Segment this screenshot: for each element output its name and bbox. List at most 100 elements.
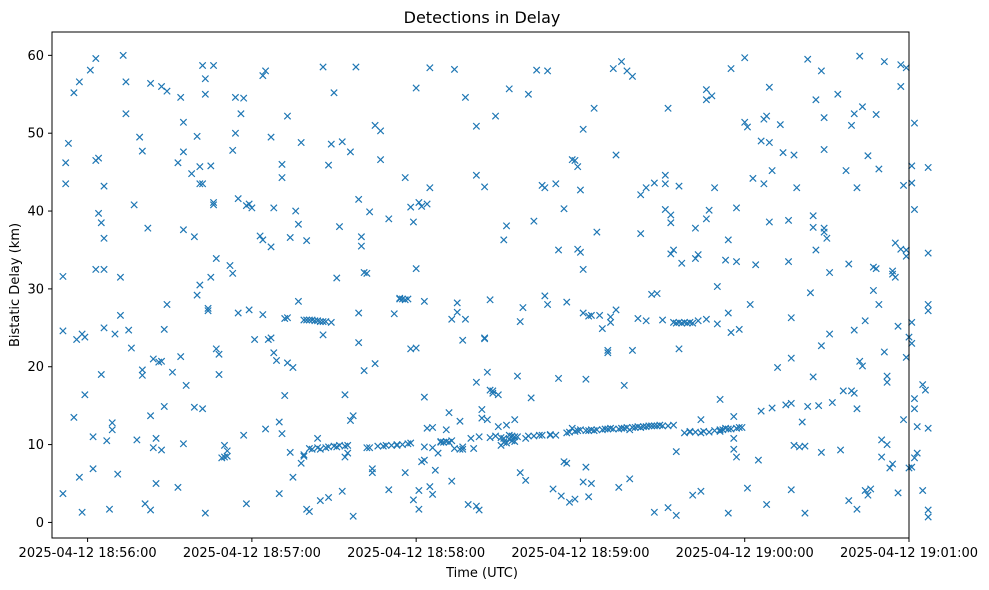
- detection-point: [513, 372, 522, 380]
- detection-point: [853, 184, 861, 192]
- detection-point: [319, 317, 327, 326]
- detection-point: [716, 426, 724, 434]
- detection-point: [768, 404, 776, 412]
- detection-point: [864, 152, 872, 160]
- detection-point: [448, 477, 456, 485]
- detection-point: [516, 317, 524, 326]
- detection-point: [730, 445, 738, 453]
- detection-point: [212, 345, 220, 353]
- detection-point: [658, 316, 667, 324]
- detection-point: [461, 315, 470, 323]
- detection-point: [910, 454, 919, 462]
- detection-point: [549, 485, 557, 493]
- detection-point: [853, 505, 861, 513]
- detection-point: [552, 431, 560, 439]
- detection-point: [634, 314, 642, 323]
- detection-point: [913, 449, 921, 457]
- detection-point: [327, 318, 335, 326]
- detection-point: [675, 345, 683, 353]
- detection-point: [784, 258, 793, 266]
- detection-point: [275, 418, 283, 426]
- detection-point: [231, 129, 240, 137]
- detection-point: [160, 325, 168, 333]
- detection-point: [100, 324, 108, 332]
- detection-point: [303, 316, 311, 324]
- detection-point: [883, 440, 891, 449]
- detection-point: [724, 309, 732, 317]
- detection-point: [839, 387, 847, 395]
- detection-point: [412, 265, 420, 273]
- x-axis-ticks: 2025-04-12 18:56:00 2025-04-12 18:57:00 20…: [19, 538, 978, 561]
- detection-point: [179, 226, 188, 234]
- detection-point: [842, 166, 850, 175]
- detection-point: [691, 224, 700, 232]
- detection-point: [412, 84, 420, 92]
- detection-point: [201, 509, 209, 517]
- detection-point: [415, 198, 423, 207]
- detection-point: [448, 437, 456, 445]
- detection-point: [727, 328, 735, 337]
- detection-point: [861, 317, 869, 325]
- detection-point: [880, 57, 888, 66]
- detection-point: [324, 161, 333, 169]
- detection-point: [149, 355, 157, 363]
- detection-point: [899, 181, 908, 189]
- detection-point: [92, 54, 100, 63]
- detection-point: [480, 183, 489, 191]
- detection-point: [89, 433, 97, 441]
- detection-point: [727, 64, 735, 73]
- detection-point: [344, 449, 352, 457]
- detection-point: [650, 508, 658, 516]
- detection-point: [201, 75, 209, 83]
- detection-point: [743, 123, 752, 131]
- detection-point: [445, 409, 453, 417]
- detection-point: [924, 163, 932, 172]
- detection-point: [78, 508, 86, 516]
- detection-point: [924, 513, 932, 521]
- detection-point: [765, 218, 773, 226]
- detection-point: [612, 306, 620, 314]
- detection-point: [716, 395, 724, 404]
- detection-point: [853, 405, 861, 413]
- detection-point: [522, 476, 530, 485]
- detection-point: [59, 327, 67, 335]
- detection-point: [502, 421, 511, 429]
- detection-point: [278, 430, 286, 438]
- x-tick-label: 2025-04-12 19:01:00: [840, 546, 978, 561]
- detection-point: [341, 453, 349, 461]
- detection-point: [902, 353, 910, 362]
- detection-point: [229, 269, 237, 277]
- detection-point: [762, 500, 771, 509]
- detection-point: [642, 317, 650, 325]
- detection-point: [376, 127, 385, 135]
- data-points: [59, 51, 932, 521]
- detection-point: [732, 453, 741, 461]
- detection-point: [450, 65, 459, 73]
- detection-point: [305, 507, 313, 516]
- detection-point: [609, 64, 617, 73]
- detection-point: [924, 506, 932, 514]
- detection-point: [81, 391, 89, 399]
- detection-point: [513, 433, 522, 441]
- detection-point: [196, 281, 204, 289]
- detection-point: [127, 344, 136, 352]
- detection-point: [256, 232, 264, 240]
- detection-point: [897, 82, 905, 91]
- detection-point: [924, 249, 932, 257]
- detection-point: [226, 261, 234, 270]
- detection-point: [201, 90, 209, 98]
- detection-point: [856, 357, 864, 365]
- detection-point: [541, 292, 549, 300]
- detection-point: [209, 198, 218, 207]
- detection-point: [472, 378, 481, 386]
- detection-point: [204, 307, 212, 315]
- detection-point: [845, 497, 853, 505]
- y-tick-label: 20: [27, 360, 44, 375]
- detection-point: [245, 306, 253, 314]
- detection-point: [168, 368, 177, 376]
- detection-point: [114, 470, 122, 478]
- detection-point: [163, 300, 171, 309]
- detection-point: [75, 78, 84, 86]
- detection-point: [924, 300, 932, 309]
- detection-point: [757, 407, 765, 415]
